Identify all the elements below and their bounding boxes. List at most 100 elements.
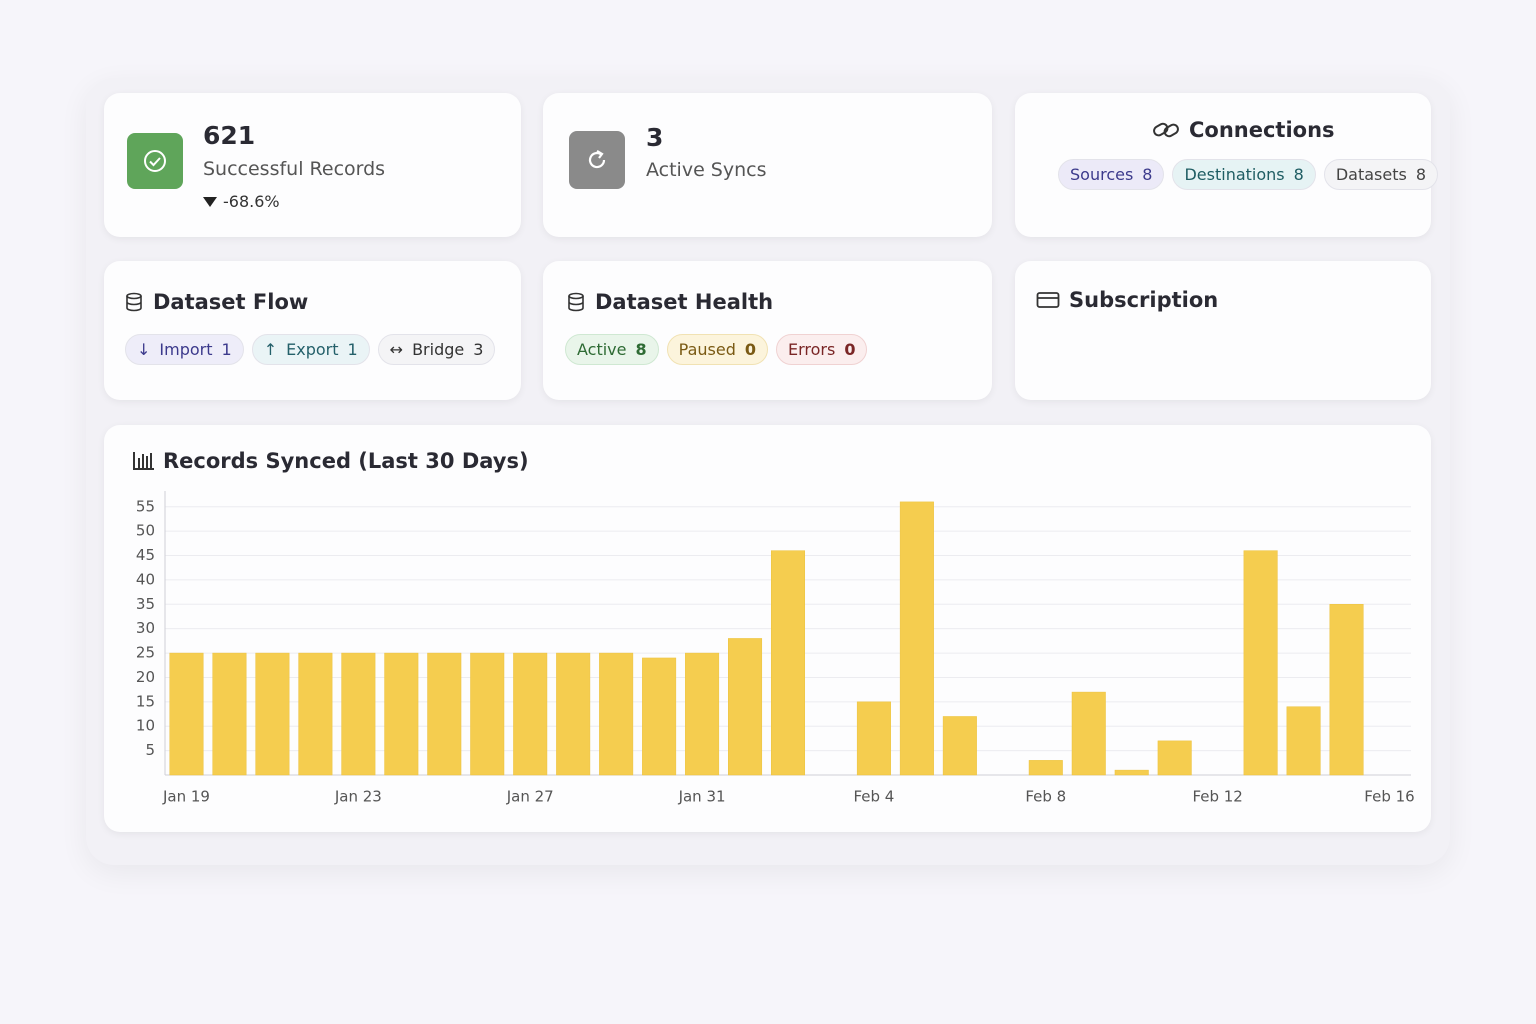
bar — [212, 652, 247, 776]
badge-label: Destinations — [1184, 165, 1285, 184]
title-text: Connections — [1189, 118, 1335, 142]
badge-label: Bridge — [412, 340, 465, 359]
sync-icon — [569, 131, 625, 189]
badge-count: 8 — [1415, 165, 1427, 184]
bar — [470, 652, 505, 776]
badge-label: Active — [577, 340, 627, 359]
badge-icon: ↑ — [263, 340, 278, 359]
badge-count: 0 — [744, 340, 756, 359]
bar — [556, 652, 591, 776]
x-tick-label: Feb 4 — [853, 788, 894, 806]
badge: ↔ Bridge 3 — [377, 334, 496, 365]
badge: Active 8 — [565, 334, 659, 365]
badge-icon: ↔ — [389, 340, 404, 359]
bar — [298, 652, 333, 776]
y-tick-label: 40 — [136, 570, 155, 588]
bar — [384, 652, 419, 776]
badge-count: 8 — [635, 340, 647, 359]
bar — [728, 638, 763, 776]
badge-icon: ↓ — [137, 340, 151, 359]
y-tick-label: 25 — [136, 644, 155, 662]
card-title: Subscription — [1036, 288, 1218, 312]
x-tick-label: Jan 27 — [506, 788, 554, 806]
y-tick-label: 20 — [136, 668, 155, 686]
y-tick-label: 10 — [136, 717, 155, 735]
bar — [899, 501, 934, 776]
card-title: Dataset Health — [566, 290, 773, 314]
bar — [770, 550, 806, 776]
title-text: Dataset Flow — [153, 290, 309, 314]
card-title: Connections — [1152, 118, 1335, 142]
card-title: Dataset Flow — [124, 290, 308, 314]
badge-count: 3 — [473, 340, 484, 359]
bar — [1329, 604, 1364, 776]
success-icon — [127, 133, 183, 189]
stat-value: 3 — [646, 123, 664, 152]
bar — [685, 652, 720, 776]
bar — [1028, 760, 1063, 776]
badge: Datasets 8 — [1323, 159, 1439, 190]
badge: Errors 0 — [776, 334, 868, 365]
database-icon — [126, 292, 142, 312]
x-tick-label: Feb 16 — [1364, 788, 1414, 806]
change-text: -68.6% — [223, 192, 280, 211]
database-icon — [568, 292, 584, 312]
subscription-card: Subscription — [1015, 261, 1431, 400]
badge-count: 1 — [221, 340, 232, 359]
badge-label: Export — [286, 340, 339, 359]
badge-count: 0 — [844, 340, 856, 359]
bar — [599, 652, 634, 776]
x-tick-label: Jan 19 — [162, 788, 210, 806]
y-tick-label: 35 — [136, 595, 155, 613]
bar — [1071, 691, 1106, 776]
badge: ↑ Export 1 — [251, 334, 370, 365]
badge-count: 8 — [1293, 165, 1304, 184]
badge: Paused 0 — [666, 334, 768, 365]
down-arrow — [203, 196, 217, 207]
bar — [169, 652, 204, 776]
badge-label: Import — [159, 340, 213, 359]
connections-card: Connections Sources 8 Destinations 8 Datas… — [1015, 93, 1439, 237]
bar — [255, 652, 290, 776]
badge-row: Sources 8 Destinations 8 Datasets 8 — [1058, 159, 1439, 190]
dataset-health-card: Dataset Health Active 8 Paused 0 Errors 0 — [543, 261, 992, 400]
badge-row: ↓ Import 1 ↑ Export 1 ↔ Bridge 3 — [125, 334, 496, 365]
stat-label: Successful Records — [203, 158, 386, 180]
badge-count: 1 — [347, 340, 358, 359]
dataset-flow-card: Dataset Flow ↓ Import 1 ↑ Export 1 ↔ Bridge 3 — [104, 261, 521, 400]
card-icon — [1036, 292, 1060, 308]
refresh-icon — [588, 150, 606, 169]
badge-label: Paused — [678, 340, 736, 359]
x-tick-label: Feb 8 — [1025, 788, 1066, 806]
title-text: Dataset Health — [595, 290, 774, 314]
stat-label: Active Syncs — [646, 159, 767, 181]
bar — [1243, 550, 1278, 776]
badge-count: 8 — [1142, 165, 1153, 184]
stat-value: 621 — [203, 121, 256, 150]
stat-card: 3 Active Syncs — [543, 93, 992, 237]
bar — [856, 701, 891, 776]
bar — [1286, 706, 1321, 776]
y-tick-label: 15 — [136, 692, 155, 710]
bar — [427, 652, 462, 776]
y-tick-label: 30 — [136, 619, 155, 637]
link-icon — [1153, 122, 1179, 138]
y-tick-label: 5 — [145, 741, 155, 759]
bar — [942, 716, 977, 776]
stat-change: -68.6% — [203, 192, 280, 211]
bar — [341, 652, 376, 776]
badge-label: Datasets — [1335, 165, 1407, 184]
y-tick-label: 45 — [136, 546, 155, 564]
chart: Records Synced (Last 30 Days) 5 10 15 20 25 3… — [133, 449, 1415, 806]
bar — [1157, 740, 1192, 776]
y-tick-label: 50 — [136, 522, 155, 540]
badge: ↓ Import 1 — [125, 334, 244, 365]
x-tick-label: Feb 12 — [1192, 788, 1242, 806]
badge-label: Sources — [1070, 165, 1134, 184]
x-tick-label: Jan 31 — [678, 788, 726, 806]
bar — [513, 652, 548, 776]
title-text: Subscription — [1069, 288, 1219, 312]
badge-label: Errors — [788, 340, 836, 359]
y-tick-label: 55 — [136, 497, 155, 515]
